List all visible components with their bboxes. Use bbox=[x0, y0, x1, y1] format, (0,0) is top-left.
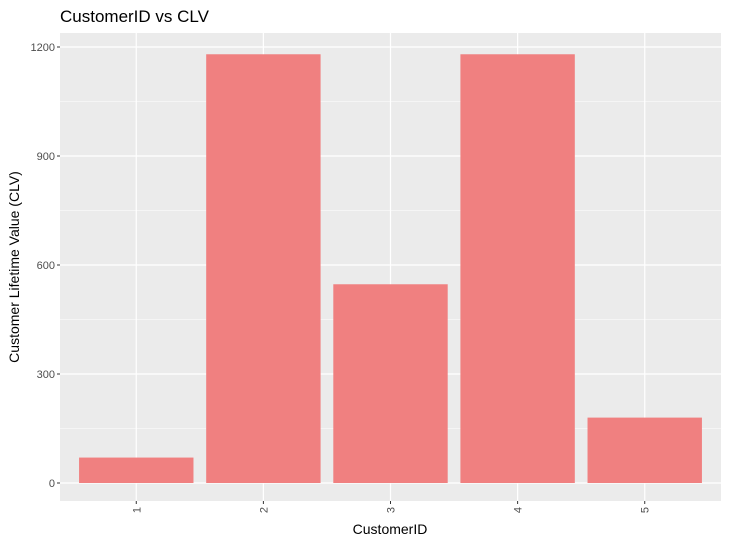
x-tick-label: 2 bbox=[258, 507, 270, 513]
y-tick-label: 900 bbox=[37, 151, 55, 163]
chart-title: CustomerID vs CLV bbox=[60, 7, 210, 26]
y-tick-label: 300 bbox=[37, 369, 55, 381]
y-axis-title: Customer Lifetime Value (CLV) bbox=[6, 171, 22, 363]
bar-5 bbox=[587, 417, 702, 483]
x-axis: 1 2 3 4 5 bbox=[131, 501, 652, 513]
y-tick-label: 0 bbox=[49, 478, 55, 490]
x-axis-title: CustomerID bbox=[353, 521, 428, 537]
y-tick-label: 1200 bbox=[31, 42, 55, 54]
bar-1 bbox=[79, 457, 194, 483]
bar-4 bbox=[460, 54, 575, 484]
x-tick-label: 4 bbox=[513, 507, 525, 513]
bar-2 bbox=[206, 54, 321, 484]
bar-3 bbox=[333, 284, 448, 483]
y-axis: 0 300 600 900 1200 bbox=[31, 42, 60, 490]
x-tick-label: 5 bbox=[640, 507, 652, 513]
x-tick-label: 3 bbox=[386, 507, 398, 513]
y-tick-label: 600 bbox=[37, 260, 55, 272]
x-tick-label: 1 bbox=[131, 507, 143, 513]
bars bbox=[79, 54, 702, 484]
